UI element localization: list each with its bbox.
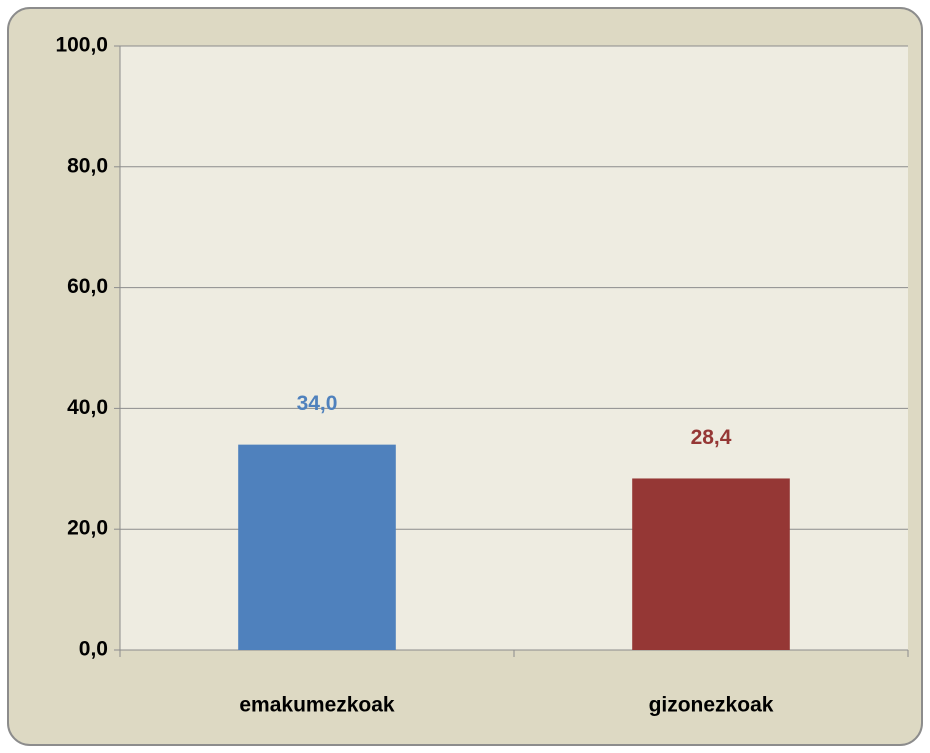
data-label: 28,4 (691, 426, 732, 449)
y-tick-label: 0,0 (79, 638, 108, 661)
y-tick-label: 40,0 (67, 396, 108, 419)
bar (238, 444, 396, 650)
y-tick-label: 100,0 (55, 34, 108, 57)
y-tick-label: 80,0 (67, 154, 108, 177)
x-tick-label: gizonezkoak (649, 694, 774, 717)
data-label: 34,0 (297, 392, 338, 415)
y-tick-label: 60,0 (67, 275, 108, 298)
x-tick-label: emakumezkoak (239, 694, 395, 717)
bar (632, 478, 790, 650)
y-tick-label: 20,0 (67, 517, 108, 540)
